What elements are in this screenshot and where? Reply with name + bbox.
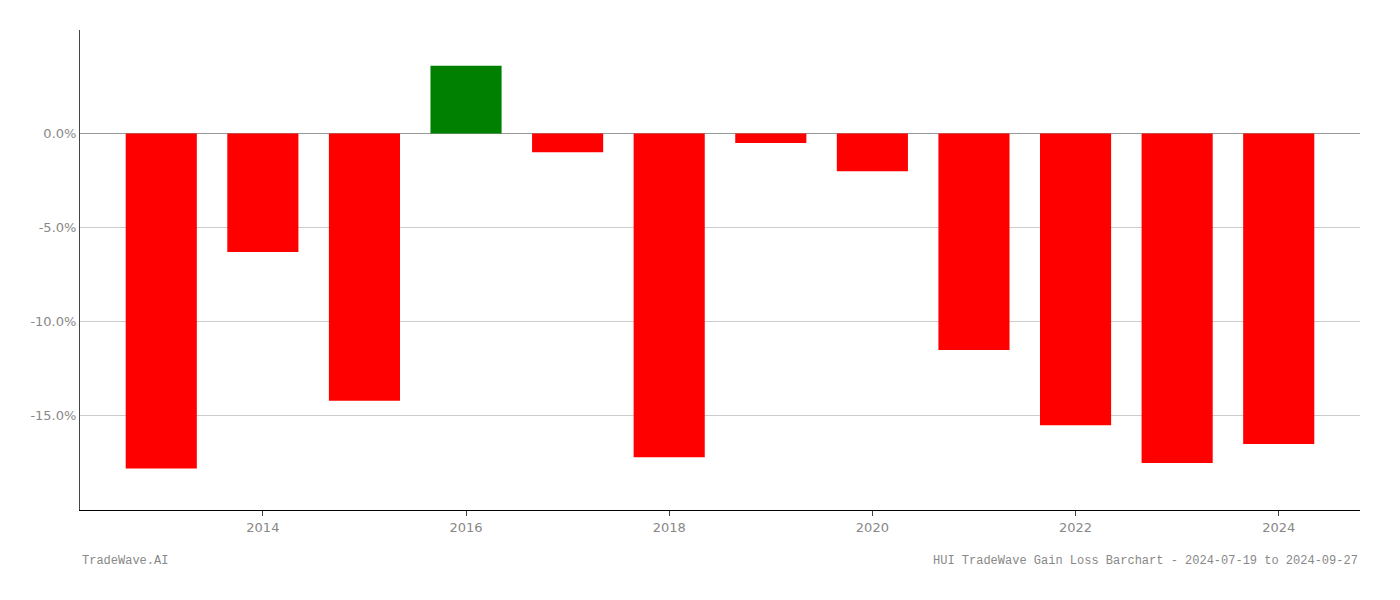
svg-text:2018: 2018 — [653, 520, 686, 535]
svg-text:-5.0%: -5.0% — [39, 220, 77, 235]
svg-text:2014: 2014 — [246, 520, 279, 535]
svg-text:-15.0%: -15.0% — [30, 408, 76, 423]
svg-text:2016: 2016 — [449, 520, 482, 535]
svg-text:2024: 2024 — [1262, 520, 1295, 535]
svg-text:TradeWave.AI: TradeWave.AI — [82, 554, 168, 568]
svg-text:HUI TradeWave Gain Loss Barcha: HUI TradeWave Gain Loss Barchart - 2024-… — [933, 554, 1358, 568]
svg-text:2020: 2020 — [856, 520, 889, 535]
svg-text:-10.0%: -10.0% — [30, 314, 76, 329]
svg-text:0.0%: 0.0% — [43, 126, 76, 141]
svg-text:2022: 2022 — [1059, 520, 1092, 535]
